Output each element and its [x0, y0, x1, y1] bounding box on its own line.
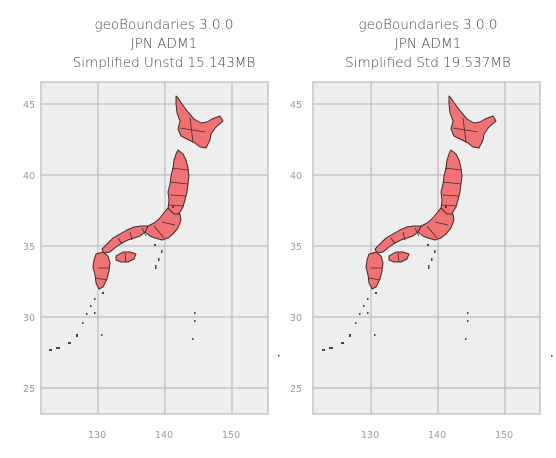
panel-2-y-tick-45: 45 — [290, 100, 302, 111]
panel-2-y-tick-35: 35 — [290, 242, 302, 253]
panel-1-y-tick-45: 45 — [23, 100, 35, 111]
panel-1-plot-area — [40, 81, 269, 415]
panel-2-y-tick-30: 30 — [290, 313, 302, 324]
panel-1-x-tick-130: 130 — [88, 430, 106, 441]
panel-2-y-tick-40: 40 — [290, 171, 302, 182]
panel-1-x-tick-140: 140 — [155, 430, 173, 441]
map-panel-2: geoBoundaries 3.0.0 JPN ADM1 Simplified … — [290, 17, 553, 441]
panel-1-y-tick-35: 35 — [23, 242, 35, 253]
map-panel-1: geoBoundaries 3.0.0 JPN ADM1 Simplified … — [23, 17, 280, 441]
panel-1-title-line-3: Simplified Unstd 15.143MB — [73, 55, 256, 71]
panel-2-x-tick-140: 140 — [428, 430, 446, 441]
panel-2-y-tick-25: 25 — [290, 384, 302, 395]
panel-1-title-line-1: geoBoundaries 3.0.0 — [94, 17, 233, 33]
panel-2-plot-area — [312, 81, 541, 415]
panel-2-x-tick-150: 150 — [495, 430, 513, 441]
panel-2-title-line-2: JPN ADM1 — [395, 36, 461, 52]
panel-2-title-line-1: geoBoundaries 3.0.0 — [358, 17, 497, 33]
panel-1-x-tick-150: 150 — [222, 430, 240, 441]
panel-2-title-line-3: Simplified Std 19.537MB — [345, 55, 511, 71]
panel-1-title-line-2: JPN ADM1 — [131, 36, 197, 52]
panel-2-gridlines — [313, 82, 540, 414]
panel-1-y-tick-30: 30 — [23, 313, 35, 324]
panel-2-x-tick-130: 130 — [361, 430, 379, 441]
panel-1-y-tick-40: 40 — [23, 171, 35, 182]
panel-1-y-tick-25: 25 — [23, 384, 35, 395]
